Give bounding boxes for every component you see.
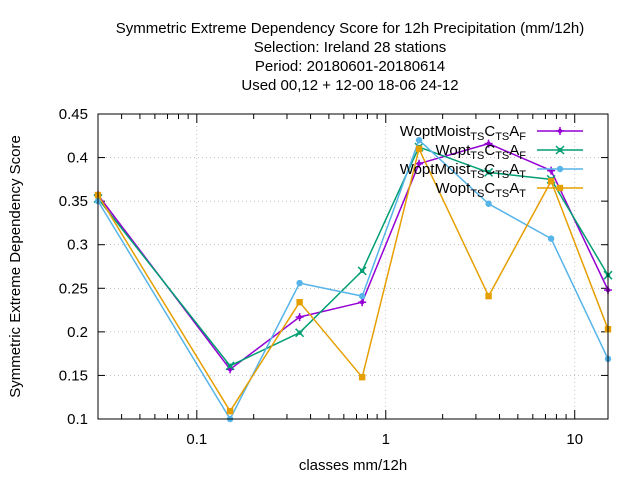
data-point	[415, 136, 423, 144]
legend-text: A	[509, 161, 519, 178]
data-point	[296, 279, 303, 287]
data-point	[485, 292, 492, 300]
series-line	[97, 146, 609, 367]
legend-label: WoptMoistTSCTSAT	[400, 161, 527, 181]
y-tick-label: 0.35	[59, 193, 88, 210]
legend: WoptMoistTSCTSAFWoptTSCTSAFWoptMoistTSCT…	[400, 123, 583, 200]
data-point	[226, 407, 234, 415]
legend-subscript: F	[519, 131, 526, 143]
grid	[98, 114, 608, 419]
data-point	[358, 298, 367, 307]
data-point	[485, 200, 492, 207]
legend-subscript: TS	[470, 150, 484, 162]
legend-marker	[556, 127, 564, 135]
data-point	[415, 159, 424, 168]
legend-text: A	[509, 180, 519, 197]
y-tick-label: 0.1	[67, 411, 88, 428]
legend-text: C	[484, 161, 495, 178]
y-tick-label: 0.3	[67, 237, 88, 254]
series	[93, 136, 613, 423]
data-point	[415, 145, 423, 153]
legend-subscript: TS	[495, 188, 509, 200]
title-line-4: Used 00,12 + 12-00 18-06 24-12	[241, 77, 458, 94]
legend-subscript: T	[519, 188, 526, 200]
data-point	[547, 177, 555, 185]
legend-text: Wopt	[436, 180, 472, 197]
data-point	[295, 328, 305, 338]
legend-text: WoptMoist	[400, 123, 471, 140]
y-axis-label: Symmetric Extreme Dependency Score	[7, 135, 24, 398]
legend-label: WoptTSCTSAF	[436, 142, 527, 162]
data-point	[358, 292, 366, 300]
series-2	[93, 142, 613, 371]
legend-marker	[556, 165, 564, 173]
x-tick-label: 1	[382, 431, 390, 448]
legend-subscript: TS	[470, 169, 484, 181]
legend-text: C	[484, 142, 495, 159]
data-point	[484, 139, 493, 148]
plot-frame	[97, 113, 609, 420]
y-tick-label: 0.25	[59, 280, 88, 297]
legend-text: C	[484, 123, 495, 140]
legend-subscript: T	[519, 169, 526, 181]
legend-subscript: TS	[470, 131, 484, 143]
x-tick-label: 0.1	[186, 431, 207, 448]
series-1	[94, 139, 612, 374]
y-tick-label: 0.45	[59, 106, 88, 123]
series-line	[97, 139, 609, 420]
data-point	[225, 361, 235, 371]
x-tick-label: 10	[566, 431, 583, 448]
y-tick-label: 0.15	[59, 367, 88, 384]
legend-subscript: TS	[470, 188, 484, 200]
data-point	[296, 299, 303, 306]
data-point	[357, 266, 367, 276]
title-line-2: Selection: Ireland 28 stations	[254, 39, 447, 56]
data-point	[547, 235, 555, 242]
legend-marker	[556, 184, 564, 192]
y-tick-label: 0.4	[67, 150, 88, 167]
axis-ticks: 0.1 0.15 0.2 0.25 0.3 0.35 0.4 0.45 0.1 1 10	[59, 106, 608, 448]
y-tick-label: 0.2	[67, 324, 88, 341]
legend-text: WoptMoist	[400, 161, 471, 178]
legend-marker	[555, 145, 565, 155]
legend-text: C	[484, 180, 495, 197]
legend-subscript: F	[519, 150, 526, 162]
legend-subscript: TS	[495, 150, 509, 162]
x-axis-label: classes mm/12h	[299, 457, 407, 474]
legend-text: Wopt	[436, 142, 472, 159]
title-line-3: Period: 20180601-20180614	[255, 58, 445, 75]
legend-subscript: TS	[495, 131, 509, 143]
legend-text: A	[509, 142, 519, 159]
legend-text: A	[509, 123, 519, 140]
legend-label: WoptMoistTSCTSAF	[400, 123, 527, 143]
data-point	[295, 313, 304, 322]
chart-title: Symmetric Extreme Dependency Score for 1…	[116, 20, 585, 94]
series-line	[97, 148, 609, 412]
data-point	[358, 373, 366, 381]
legend-label: WoptTSCTSAT	[436, 180, 527, 200]
data-point	[484, 167, 494, 177]
data-point	[547, 166, 556, 175]
title-line-1: Symmetric Extreme Dependency Score for 1…	[116, 20, 585, 37]
legend-subscript: TS	[495, 169, 509, 181]
series-3	[94, 136, 612, 423]
